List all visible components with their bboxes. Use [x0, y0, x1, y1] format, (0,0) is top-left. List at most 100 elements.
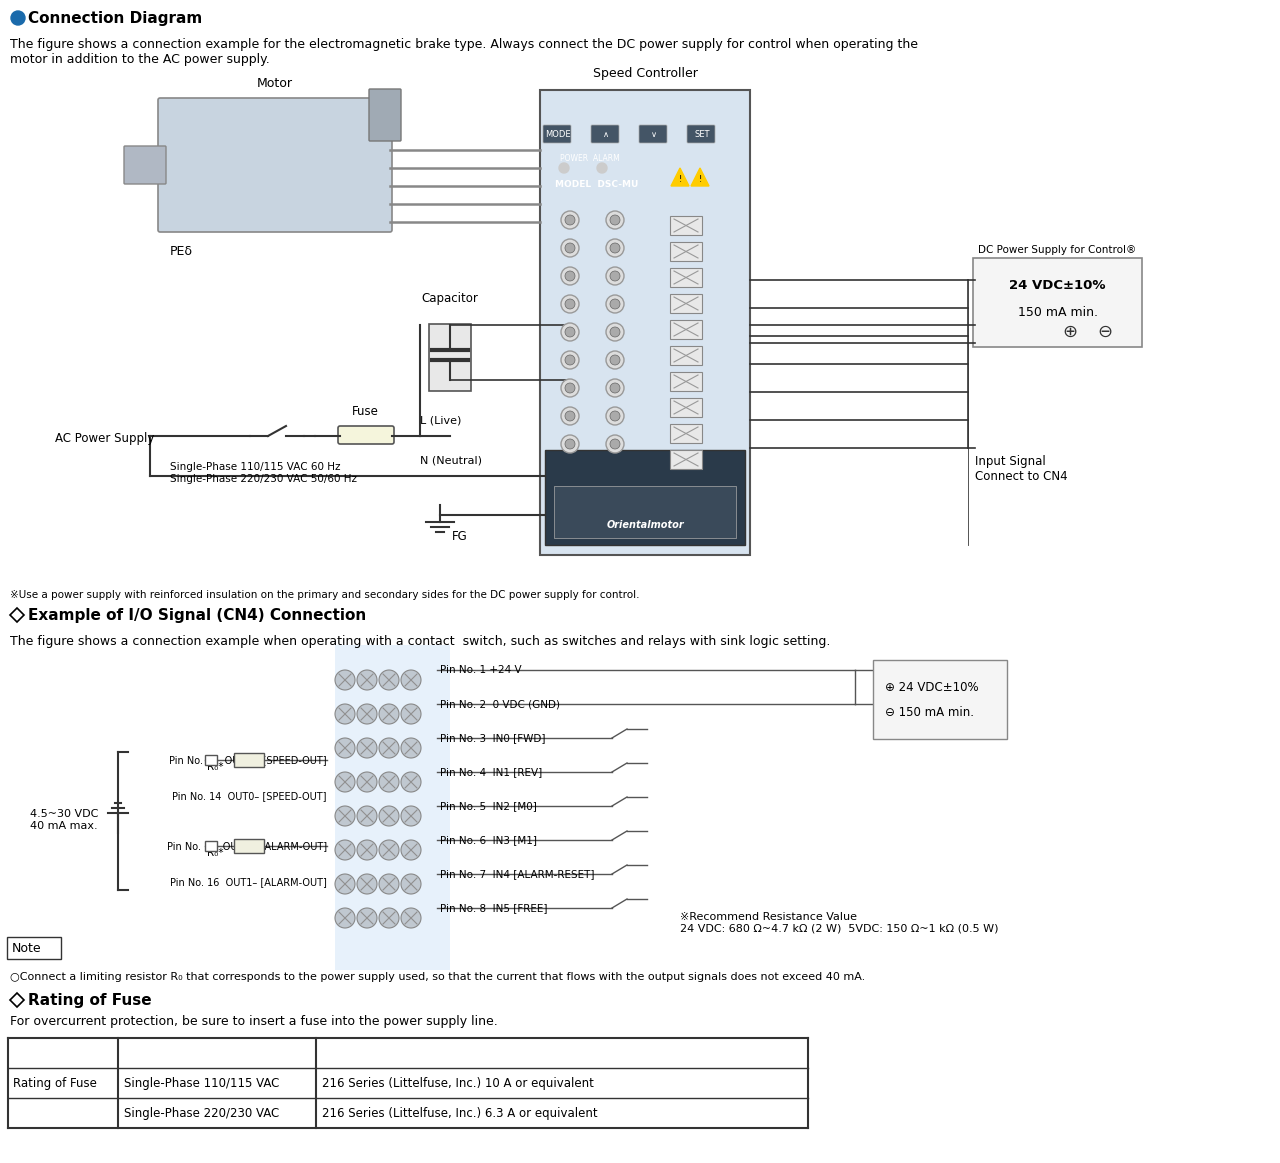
FancyBboxPatch shape [157, 98, 392, 231]
Circle shape [611, 411, 620, 421]
Circle shape [605, 323, 625, 341]
Text: Orientalmotor: Orientalmotor [607, 520, 684, 530]
FancyBboxPatch shape [124, 147, 166, 184]
Text: !: ! [678, 174, 682, 184]
FancyBboxPatch shape [545, 450, 745, 545]
Circle shape [379, 739, 399, 758]
Circle shape [379, 806, 399, 826]
Text: 24 VDC±10%: 24 VDC±10% [1009, 278, 1106, 292]
Text: FG: FG [452, 530, 467, 543]
Circle shape [564, 299, 575, 309]
Text: Pin No. 13  OUT0+ [SPEED-OUT]: Pin No. 13 OUT0+ [SPEED-OUT] [169, 755, 326, 765]
Circle shape [611, 438, 620, 449]
Circle shape [561, 379, 579, 397]
FancyBboxPatch shape [6, 937, 61, 959]
Circle shape [611, 215, 620, 224]
Text: Pin No. 2  0 VDC (GND): Pin No. 2 0 VDC (GND) [440, 699, 561, 709]
Circle shape [605, 435, 625, 454]
Circle shape [559, 163, 570, 173]
Text: 150 mA min.: 150 mA min. [1018, 306, 1097, 319]
Polygon shape [671, 167, 689, 186]
Circle shape [564, 355, 575, 365]
FancyBboxPatch shape [591, 124, 620, 143]
Circle shape [561, 211, 579, 229]
Circle shape [605, 407, 625, 424]
Text: N (Neutral): N (Neutral) [420, 455, 483, 465]
Circle shape [379, 908, 399, 928]
FancyBboxPatch shape [205, 755, 218, 765]
FancyBboxPatch shape [543, 124, 571, 143]
Circle shape [605, 295, 625, 313]
FancyBboxPatch shape [234, 839, 264, 852]
Text: Rating of Fuse: Rating of Fuse [28, 992, 151, 1007]
Text: ⊕: ⊕ [1062, 323, 1078, 341]
Circle shape [611, 383, 620, 393]
Circle shape [564, 383, 575, 393]
Circle shape [611, 327, 620, 337]
Text: PEδ: PEδ [170, 245, 193, 258]
FancyBboxPatch shape [669, 267, 701, 287]
FancyBboxPatch shape [669, 450, 701, 469]
Circle shape [401, 840, 421, 859]
Text: 4.5~30 VDC
40 mA max.: 4.5~30 VDC 40 mA max. [29, 809, 99, 830]
Circle shape [335, 739, 355, 758]
Text: The figure shows a connection example for the electromagnetic brake type. Always: The figure shows a connection example fo… [10, 38, 918, 66]
Circle shape [357, 806, 378, 826]
Text: Pin No. 14  OUT0– [SPEED-OUT]: Pin No. 14 OUT0– [SPEED-OUT] [173, 791, 326, 801]
Circle shape [335, 840, 355, 859]
Text: ※Recommend Resistance Value
24 VDC: 680 Ω~4.7 kΩ (2 W)  5VDC: 150 Ω~1 kΩ (0.5 W): ※Recommend Resistance Value 24 VDC: 680 … [680, 912, 998, 934]
Circle shape [335, 772, 355, 792]
Circle shape [611, 299, 620, 309]
Circle shape [611, 243, 620, 254]
Circle shape [335, 806, 355, 826]
Circle shape [335, 908, 355, 928]
Text: CN1: CN1 [559, 490, 580, 500]
Circle shape [605, 211, 625, 229]
Text: R₀*: R₀* [206, 762, 223, 772]
Text: Pin No. 3  IN0 [FWD]: Pin No. 3 IN0 [FWD] [440, 733, 545, 743]
FancyBboxPatch shape [669, 320, 701, 338]
Text: ∨: ∨ [652, 129, 657, 138]
Circle shape [335, 875, 355, 894]
Text: L (Live): L (Live) [420, 415, 461, 424]
Text: Pin No. 6  IN3 [M1]: Pin No. 6 IN3 [M1] [440, 835, 538, 846]
FancyBboxPatch shape [669, 216, 701, 235]
Circle shape [379, 875, 399, 894]
Circle shape [564, 271, 575, 281]
Text: ⊖: ⊖ [1097, 323, 1112, 341]
Circle shape [401, 806, 421, 826]
Text: AC Power Supply: AC Power Supply [55, 431, 155, 444]
FancyBboxPatch shape [669, 372, 701, 391]
Circle shape [379, 840, 399, 859]
Text: Pin No. 15  OUT1+ [ALARM-OUT]: Pin No. 15 OUT1+ [ALARM-OUT] [166, 841, 326, 851]
Circle shape [401, 875, 421, 894]
Circle shape [12, 10, 26, 24]
Circle shape [611, 271, 620, 281]
Circle shape [357, 840, 378, 859]
Circle shape [605, 379, 625, 397]
Text: Single-Phase 110/115 VAC 60 Hz
Single-Phase 220/230 VAC 50/60 Hz: Single-Phase 110/115 VAC 60 Hz Single-Ph… [170, 462, 357, 484]
Circle shape [561, 295, 579, 313]
FancyBboxPatch shape [369, 90, 401, 141]
Circle shape [401, 908, 421, 928]
Text: Single-Phase 110/115 VAC: Single-Phase 110/115 VAC [124, 1077, 279, 1090]
Circle shape [357, 670, 378, 690]
Circle shape [605, 351, 625, 369]
Text: Motor: Motor [257, 77, 293, 90]
Circle shape [561, 240, 579, 257]
Circle shape [605, 267, 625, 285]
Circle shape [357, 772, 378, 792]
FancyBboxPatch shape [669, 347, 701, 365]
Text: MODEL  DSC-MU: MODEL DSC-MU [556, 179, 639, 188]
Circle shape [564, 243, 575, 254]
Circle shape [561, 323, 579, 341]
Circle shape [561, 267, 579, 285]
Circle shape [596, 163, 607, 173]
Circle shape [561, 351, 579, 369]
FancyBboxPatch shape [687, 124, 716, 143]
Circle shape [564, 438, 575, 449]
Text: 216 Series (Littelfuse, Inc.) 6.3 A or equivalent: 216 Series (Littelfuse, Inc.) 6.3 A or e… [323, 1106, 598, 1120]
Text: 216 Series (Littelfuse, Inc.) 10 A or equivalent: 216 Series (Littelfuse, Inc.) 10 A or eq… [323, 1077, 594, 1090]
Text: R₀*: R₀* [206, 848, 223, 858]
Circle shape [335, 704, 355, 725]
